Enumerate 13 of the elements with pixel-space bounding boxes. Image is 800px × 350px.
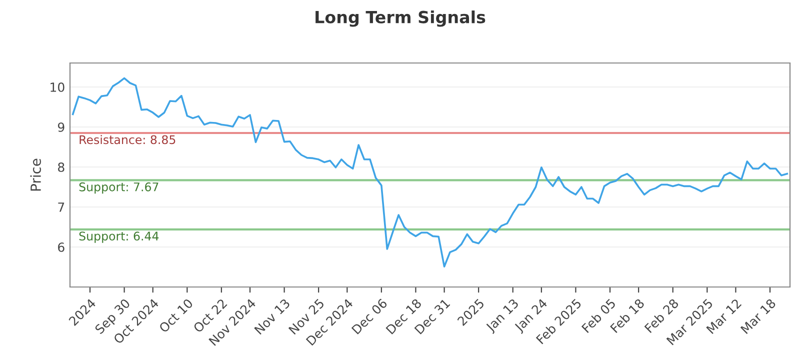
ref-line-label: Resistance: 8.85 xyxy=(80,135,176,144)
y-tick-label: 8 xyxy=(58,162,64,172)
x-tick-label: Mar 18 xyxy=(740,298,776,334)
ref-line-label: Support: 6.44 xyxy=(79,232,159,243)
ref-line-label: Support: 7.67 xyxy=(79,182,158,194)
y-tick-label: 7 xyxy=(58,202,64,212)
y-tick-label: 10 xyxy=(50,82,64,92)
x-tick-label: Oct 10 xyxy=(158,298,194,334)
y-axis-title: Price xyxy=(30,158,41,191)
y-tick-label: 9 xyxy=(58,122,64,132)
line-series xyxy=(72,77,788,268)
y-tick-label: 6 xyxy=(58,242,64,252)
chart-title: Long Term Signals xyxy=(316,10,486,27)
